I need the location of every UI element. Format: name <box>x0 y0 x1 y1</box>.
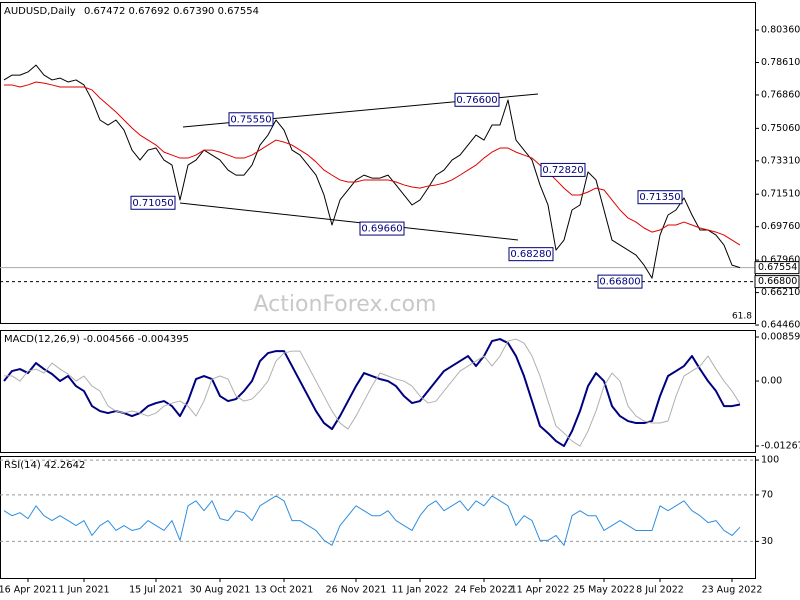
series-line <box>3 495 741 546</box>
series-line <box>4 338 741 447</box>
annotation-label: 0.71350 <box>639 192 680 203</box>
fib-label: 61.8 <box>732 312 752 322</box>
x-tick-label: 26 Nov 2021 <box>326 585 387 596</box>
trend-line <box>179 202 519 241</box>
y-tick-label: 0.75060 <box>761 123 800 134</box>
y-tick-label: 0.67960 <box>761 255 800 266</box>
y-tick-label: 0.80360 <box>761 25 800 36</box>
last-price-box <box>754 261 800 275</box>
y-tick-label: 0.00 <box>761 376 782 387</box>
support-label: 0.66800 <box>758 276 797 287</box>
annotation-box <box>597 274 643 289</box>
annotation-label: 0.71050 <box>132 198 173 209</box>
annotation-box <box>454 92 500 107</box>
y-tick-label: 0.64460 <box>761 320 800 331</box>
annotation-box <box>228 112 274 127</box>
x-tick-label: 23 Aug 2022 <box>702 585 763 596</box>
panel-frame <box>0 330 756 453</box>
annotation-box <box>130 195 176 210</box>
title-bg <box>2 4 234 17</box>
y-tick-label: 100 <box>761 455 779 466</box>
x-tick-label: 13 Oct 2021 <box>255 585 314 596</box>
annotation-label: 0.75550 <box>230 114 271 125</box>
panel-title: RSI(14) 42.2642 <box>4 460 85 471</box>
annotation-label: 0.68280 <box>510 249 551 260</box>
annotation-label: 0.66800 <box>599 277 640 288</box>
y-tick-label: 0.73310 <box>761 155 800 166</box>
x-tick-label: 25 May 2022 <box>573 585 635 596</box>
x-tick-label: 11 Jan 2022 <box>392 585 449 596</box>
annotation-box <box>540 162 586 177</box>
annotation-box <box>508 247 554 262</box>
support-box <box>754 275 800 289</box>
annotation-label: 0.72820 <box>542 165 583 176</box>
last-price-label: 0.67554 <box>758 262 797 273</box>
x-tick-label: 11 Apr 2022 <box>511 585 570 596</box>
y-tick-label: 0.69760 <box>761 221 800 232</box>
annotation-label: 0.76600 <box>456 95 497 106</box>
y-tick-label: -0.01267 <box>761 441 800 452</box>
x-tick-label: 16 Apr 2021 <box>0 585 57 596</box>
panel-title: MACD(12,26,9) -0.004566 -0.004395 <box>4 334 189 345</box>
series-line <box>3 64 741 279</box>
chart-subtitle: 0.67472 0.67692 0.67390 0.67554 <box>84 6 259 17</box>
annotation-label: 0.69660 <box>361 224 402 235</box>
y-tick-label: 70 <box>761 489 773 500</box>
y-tick-label: 0.66210 <box>761 287 800 298</box>
series-line <box>3 338 741 448</box>
x-tick-label: 8 Jul 2022 <box>636 585 684 596</box>
watermark: ActionForex.com <box>254 292 437 317</box>
y-tick-label: 0.76860 <box>761 89 800 100</box>
y-tick-label: 0.78610 <box>761 57 800 68</box>
panel-frame <box>0 456 756 579</box>
y-tick-label: 0.008596 <box>761 331 800 342</box>
chart-title: AUDUSD,Daily <box>4 6 76 17</box>
x-tick-label: 15 Jul 2021 <box>129 585 183 596</box>
series-line <box>4 81 741 246</box>
x-tick-label: 1 Jun 2021 <box>58 585 109 596</box>
annotation-box <box>637 190 683 205</box>
y-tick-label: 0.71510 <box>761 189 800 200</box>
annotation-box <box>359 221 405 236</box>
x-tick-label: 30 Aug 2021 <box>190 585 251 596</box>
x-tick-label: 24 Feb 2022 <box>454 585 513 596</box>
y-tick-label: 30 <box>761 536 773 547</box>
panel-frame <box>0 2 756 324</box>
